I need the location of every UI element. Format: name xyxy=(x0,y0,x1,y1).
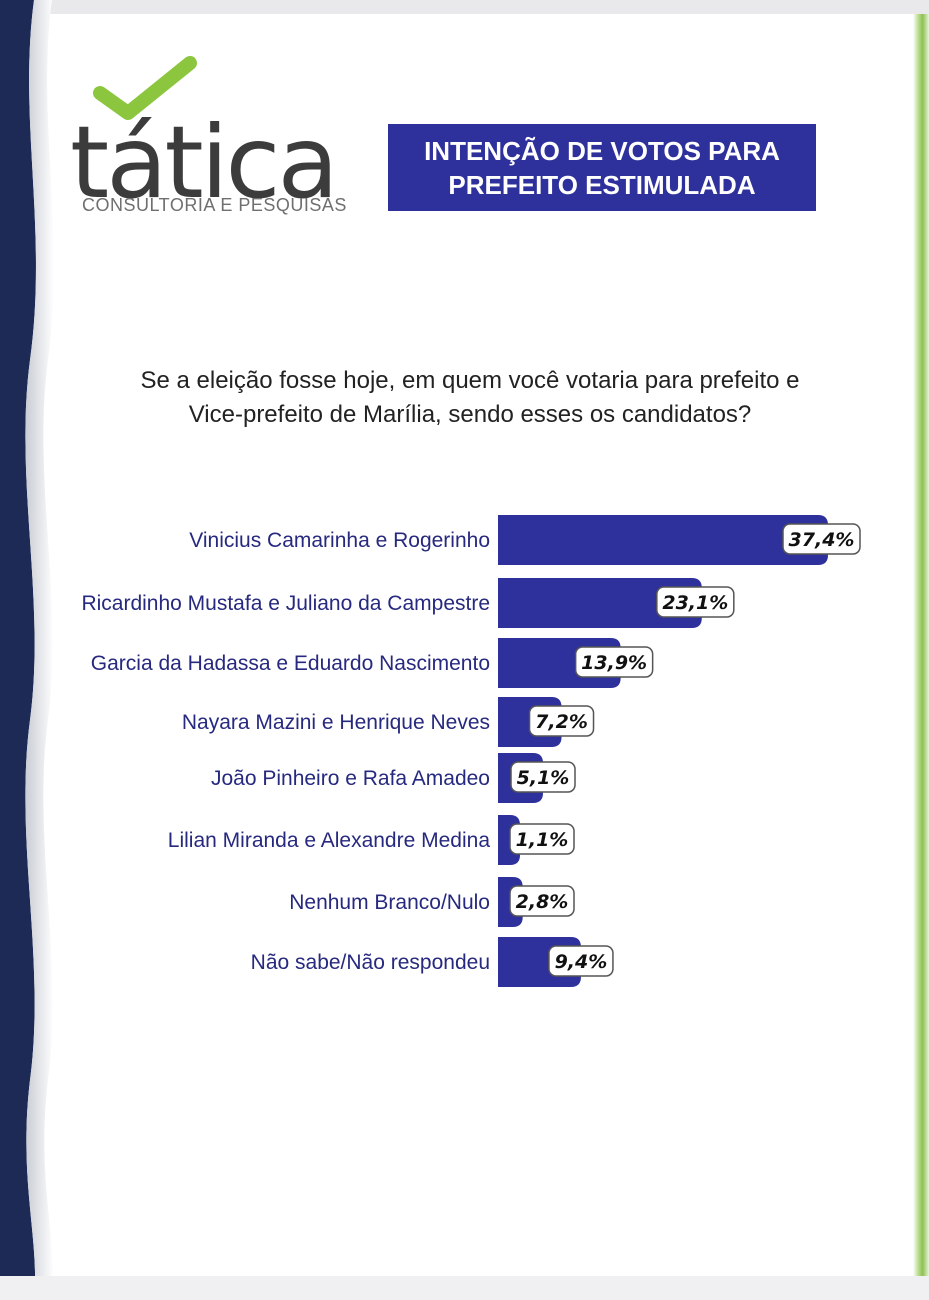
value-label: 5,1% xyxy=(517,767,570,789)
vote-intention-bar-chart: Vinicius Camarinha e Rogerinho 37,4% Ricar… xyxy=(81,515,861,987)
tatica-logo: tática CONSULTORIA E PESQUISAS xyxy=(70,55,350,220)
logo-wordmark: tática xyxy=(70,104,339,221)
value-label-box xyxy=(548,945,614,977)
value-label-box xyxy=(509,885,575,917)
value-label: 1,1% xyxy=(516,829,569,851)
wavy-side-band xyxy=(0,0,54,1300)
value-label: 37,4% xyxy=(789,529,855,551)
bottom-strip xyxy=(0,1276,929,1300)
value-label: 7,2% xyxy=(535,711,588,733)
value-label-box xyxy=(528,705,595,737)
survey-question: Se a eleição fosse hoje, em quem você vo… xyxy=(40,364,900,432)
category-label: Lilian Miranda e Alexandre Medina xyxy=(168,829,491,852)
question-line-1: Se a eleição fosse hoje, em quem você vo… xyxy=(140,367,800,394)
checkmark-icon xyxy=(93,56,197,120)
category-label: Ricardinho Mustafa e Juliano da Campestr… xyxy=(81,592,490,615)
bar xyxy=(498,578,702,628)
value-label: 9,4% xyxy=(555,951,608,973)
bar xyxy=(498,515,828,565)
category-label: João Pinheiro e Rafa Amadeo xyxy=(211,767,490,790)
category-label: Garcia da Hadassa e Eduardo Nascimento xyxy=(91,652,490,675)
value-label: 23,1% xyxy=(662,592,728,614)
value-label: 13,9% xyxy=(581,652,647,674)
page-title-box: INTENÇÃO DE VOTOS PARA PREFEITO ESTIMULA… xyxy=(388,124,816,211)
top-strip xyxy=(0,0,929,14)
value-label-box xyxy=(509,823,575,855)
value-label-box xyxy=(782,523,861,555)
value-label-box xyxy=(656,586,735,618)
green-side-band xyxy=(913,14,929,1276)
value-label-box xyxy=(574,646,654,678)
value-label-box xyxy=(510,761,576,793)
category-label: Nayara Mazini e Henrique Neves xyxy=(182,711,490,734)
category-label: Vinicius Camarinha e Rogerinho xyxy=(189,529,490,552)
title-line-2: PREFEITO ESTIMULADA xyxy=(448,169,756,200)
value-label: 2,8% xyxy=(516,891,569,913)
category-label: Não sabe/Não respondeu xyxy=(251,951,490,974)
question-line-2: Vice-prefeito de Marília, sendo esses os… xyxy=(188,401,752,428)
category-label: Nenhum Branco/Nulo xyxy=(289,891,490,914)
title-line-1: INTENÇÃO DE VOTOS PARA xyxy=(424,135,780,166)
logo-subtitle: CONSULTORIA E PESQUISAS xyxy=(82,195,347,215)
